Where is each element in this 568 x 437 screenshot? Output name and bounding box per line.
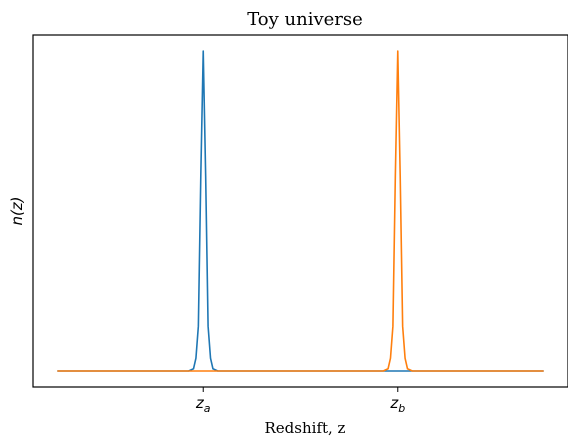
series-line-0	[57, 50, 544, 372]
series-line-1	[57, 50, 544, 372]
plot-frame	[32, 34, 568, 388]
x-ticks: za zb	[195, 387, 405, 415]
x-axis-label: Redshift, z	[265, 419, 346, 437]
y-axis-label: n(z)	[8, 196, 26, 225]
series-layer	[57, 50, 544, 372]
x-tick-label-0: za	[195, 394, 211, 415]
x-tick-label-1: zb	[389, 394, 405, 415]
chart-title: Toy universe	[247, 9, 363, 30]
